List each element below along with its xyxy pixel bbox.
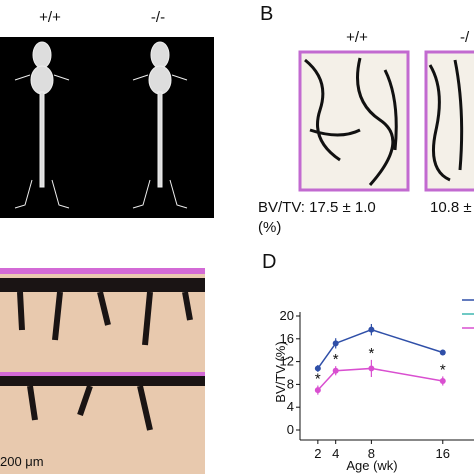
data-point: [332, 340, 339, 347]
genotype-label: -/-: [151, 9, 165, 26]
significance-marker: *: [368, 345, 374, 362]
data-point: [368, 365, 375, 372]
y-tick-label: 0: [287, 422, 294, 437]
significance-marker: *: [333, 351, 339, 368]
panel-label: D: [262, 251, 276, 273]
histology-image: [298, 50, 474, 192]
y-tick-label: 12: [280, 354, 294, 369]
xray-image: [0, 37, 214, 218]
histology-section: [0, 268, 205, 474]
genotype-label: +/+: [346, 29, 368, 46]
skeleton-right: [132, 41, 188, 209]
x-tick-label: 16: [436, 446, 450, 461]
y-tick-label: 8: [287, 376, 294, 391]
x-tick-label: 4: [332, 446, 339, 461]
data-point: [332, 367, 339, 374]
panel-label: B: [260, 3, 273, 25]
y-tick-label: 4: [287, 399, 294, 414]
y-axis-label: BV/TV (%): [273, 341, 288, 402]
data-point: [314, 365, 321, 372]
y-tick-label: 16: [280, 331, 294, 346]
data-point: [368, 326, 375, 333]
series-line: [317, 367, 443, 391]
genotype-label: -/: [460, 29, 470, 46]
series-line: [317, 328, 443, 369]
significance-marker: *: [315, 371, 321, 388]
y-tick-label: 20: [280, 308, 294, 323]
genotype-label: +/+: [39, 9, 61, 26]
measurement-unit: (%): [258, 219, 281, 236]
scale-bar-label: 200 μm: [0, 454, 44, 469]
data-point: [439, 349, 446, 356]
skeleton-left: [14, 41, 70, 209]
measurement: 10.8 ±: [430, 199, 472, 216]
significance-marker: *: [440, 361, 446, 378]
x-tick-label: 8: [368, 446, 375, 461]
x-axis-label: Age (wk): [346, 458, 397, 473]
data-point: [439, 377, 446, 384]
measurement: BV/TV: 17.5 ± 1.0: [258, 199, 376, 216]
x-tick-label: 2: [314, 446, 321, 461]
data-point: [314, 387, 321, 394]
